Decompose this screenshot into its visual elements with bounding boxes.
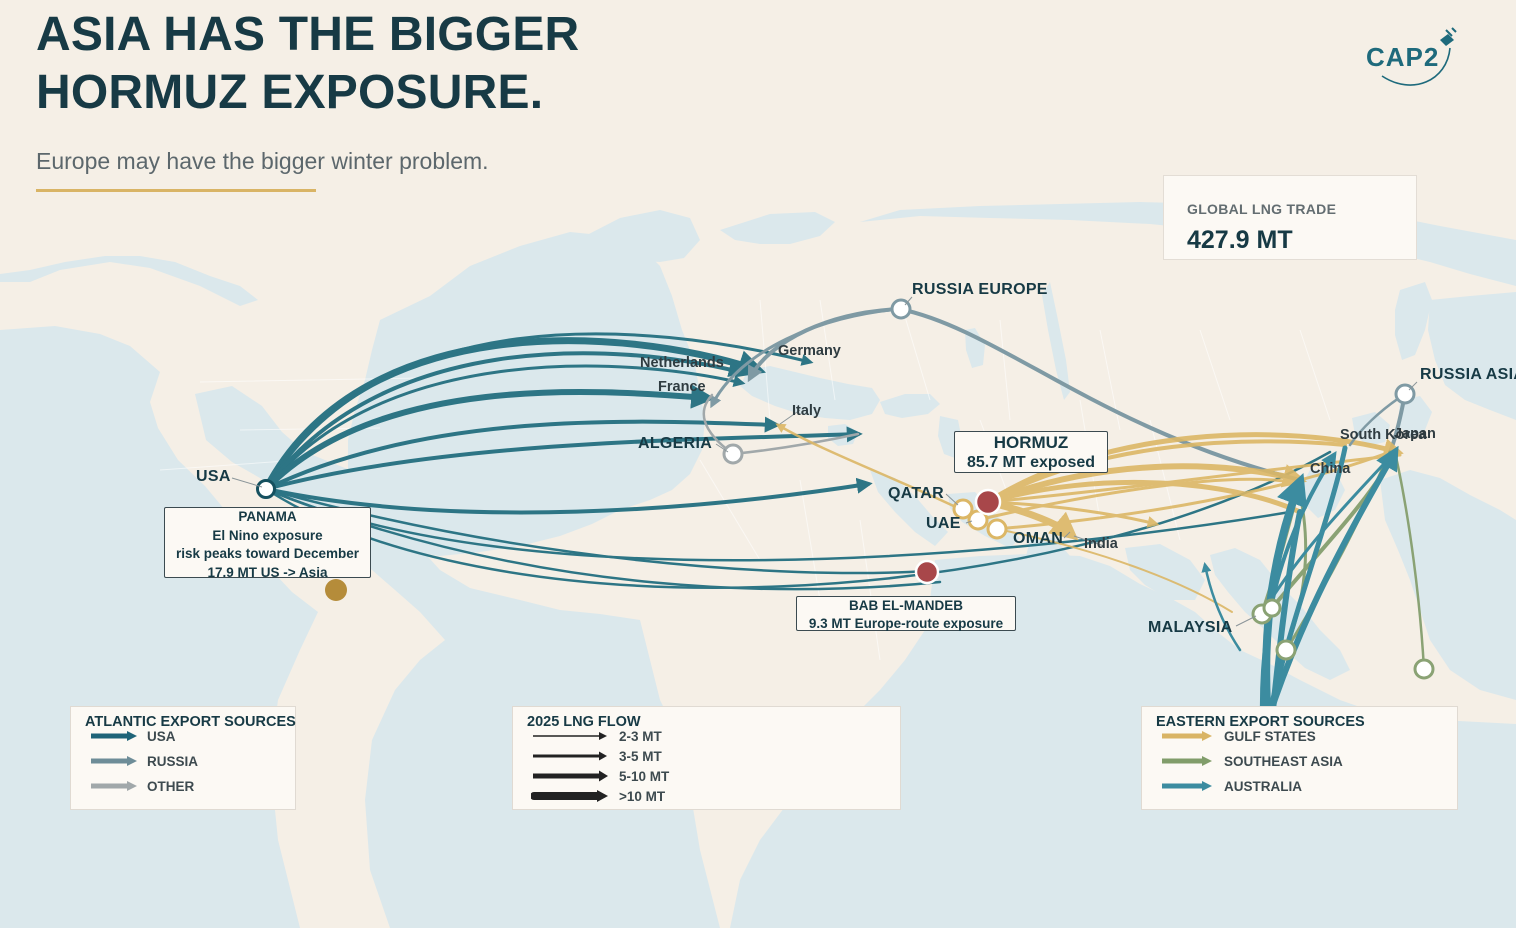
- east-flows: [1201, 392, 1426, 724]
- flow-au-japan: [1265, 445, 1399, 723]
- label-italy: Italy: [792, 403, 822, 419]
- atlantic-legend-title: ATLANTIC EXPORT SOURCES: [85, 714, 296, 730]
- hormuz-detail: 85.7 MT exposed: [966, 454, 1096, 471]
- russia-flows: [702, 307, 1407, 482]
- marker-bab-el-mandeb: [914, 559, 940, 585]
- panama-callout: PANAMA El Nino exposure risk peaks towar…: [164, 507, 371, 580]
- label-qatar: QATAR: [888, 485, 945, 502]
- marker-panama: [325, 579, 347, 601]
- label-japan: Japan: [1394, 426, 1436, 442]
- flow-usa-asia-d: [264, 487, 942, 591]
- flow-uae-asia: [976, 477, 1292, 522]
- flow-usa-spain: [263, 384, 716, 492]
- label-algeria: ALGERIA: [638, 435, 713, 452]
- node-indonesia: [1275, 639, 1297, 661]
- flow-usa-italy: [264, 416, 781, 491]
- flow-usa-netherlands: [262, 337, 766, 493]
- flow-qatar-china: [985, 463, 1307, 505]
- node-algeria: [722, 443, 744, 465]
- flow-usa-asia-b: [264, 487, 1292, 562]
- usa-flows: [262, 332, 1332, 591]
- flow-png-japan: [1393, 450, 1426, 671]
- node-png: [1413, 658, 1435, 680]
- node-brunei: [1262, 598, 1282, 618]
- label-uae: UAE: [926, 515, 961, 532]
- eastern-legend-title: EASTERN EXPORT SOURCES: [1156, 714, 1365, 730]
- bab-title: BAB EL-MANDEB: [849, 598, 963, 613]
- flow-algeria-east: [731, 432, 860, 456]
- bab-detail: 9.3 MT Europe-route exposure: [808, 615, 1004, 631]
- source-nodes: [256, 298, 1435, 680]
- flow-malaysia-japan: [1260, 450, 1397, 616]
- label-south-korea: South Korea: [1340, 427, 1427, 443]
- node-uae: [967, 509, 989, 531]
- page-title: ASIA HAS THE BIGGER HORMUZ EXPOSURE.: [36, 8, 580, 119]
- flow-usa-turkey: [264, 426, 863, 491]
- atlantic-legend: ATLANTIC EXPORT SOURCES USA RUSSIA OTHER: [70, 706, 296, 810]
- flow-legend: 2025 LNG FLOW 2-3 MT 3-5 MT 5-10 MT >10 …: [512, 706, 901, 810]
- flow-au-taiwan: [1259, 450, 1337, 722]
- panama-line1: El Nino exposure: [212, 527, 323, 543]
- label-malaysia: MALAYSIA: [1148, 619, 1233, 636]
- gulf-flows: [775, 423, 1404, 613]
- label-russia-asia: RUSSIA ASIA: [1420, 366, 1516, 383]
- label-india: India: [1084, 536, 1118, 552]
- label-russia-europe: RUSSIA EUROPE: [912, 281, 1048, 298]
- flow-qatar-korea: [986, 439, 1347, 504]
- panama-title: PANAMA: [238, 509, 297, 524]
- page-subtitle: Europe may have the bigger winter proble…: [36, 148, 489, 174]
- cap2-logo: CAP2: [1366, 27, 1457, 86]
- flow-usa-france: [264, 364, 746, 491]
- node-usa: [256, 479, 276, 499]
- svg-text:CAP2: CAP2: [1366, 42, 1439, 72]
- title-underline: [36, 189, 316, 192]
- flow-usa-asia-c: [264, 450, 1332, 589]
- flow-au-india: [1201, 562, 1242, 652]
- flow-oman-asia: [995, 450, 1392, 531]
- flow-au-korea: [1265, 445, 1348, 723]
- kpi-label: GLOBAL LNG TRADE: [1187, 201, 1337, 217]
- flow-qatar-india-b: [986, 500, 1160, 528]
- node-qatar: [952, 498, 974, 520]
- flow-usa-egypt: [264, 477, 873, 515]
- bab-el-mandeb-callout: BAB EL-MANDEB 9.3 MT Europe-route exposu…: [796, 596, 1016, 631]
- flow-algeria: [702, 393, 735, 456]
- flow-russia-europe-asia: [898, 307, 1302, 482]
- chokepoint-markers: [325, 488, 1002, 601]
- leader-lines: [231, 296, 1418, 627]
- eastern-legend: EASTERN EXPORT SOURCES GULF STATES SOUTH…: [1141, 706, 1458, 810]
- flow-usa-asia-a: [264, 487, 930, 575]
- label-oman: OMAN: [1013, 530, 1064, 547]
- flow-usa-germany: [264, 332, 814, 491]
- flow-qatar-italy: [775, 423, 964, 512]
- marker-hormuz: [974, 488, 1002, 516]
- label-germany: Germany: [778, 343, 841, 359]
- flow-qatar-japan: [985, 432, 1404, 505]
- node-oman: [986, 518, 1008, 540]
- label-netherlands: Netherlands: [640, 355, 724, 371]
- label-france: France: [658, 379, 706, 395]
- flow-usa-uk: [264, 351, 745, 491]
- label-usa: USA: [196, 468, 231, 485]
- kpi-value: 427.9 MT: [1187, 226, 1293, 254]
- flow-qatar-sea: [996, 528, 1233, 613]
- label-china: China: [1310, 461, 1351, 477]
- flow-legend-title: 2025 LNG FLOW: [527, 714, 641, 730]
- panama-line2: risk peaks toward December: [175, 546, 360, 561]
- flow-russia-europe-france: [710, 307, 902, 409]
- panama-line3: 17.9 MT US -> Asia: [207, 564, 328, 580]
- hormuz-callout: HORMUZ 85.7 MT exposed: [954, 431, 1108, 473]
- hormuz-title: HORMUZ: [993, 433, 1069, 452]
- global-lng-trade-card: GLOBAL LNG TRADE 427.9 MT: [1163, 175, 1417, 260]
